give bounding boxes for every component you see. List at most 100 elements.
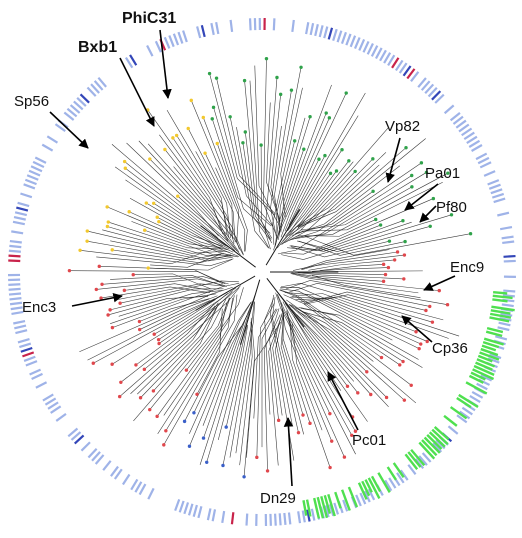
tip-dot <box>184 368 189 372</box>
branch <box>290 273 419 294</box>
tip-dot <box>431 196 436 201</box>
ring-tick <box>420 80 431 91</box>
ring-tick <box>66 107 78 118</box>
branch <box>304 233 471 256</box>
ring-tick-green <box>361 480 371 497</box>
tip-dot <box>446 171 450 175</box>
ring-tick <box>383 52 392 64</box>
branch <box>306 270 423 273</box>
ring-tick <box>310 508 316 521</box>
ring-tick <box>93 80 104 91</box>
ring-tick <box>8 254 21 258</box>
branch <box>125 168 240 256</box>
tip-dot <box>302 147 306 151</box>
tip-dot <box>164 429 168 433</box>
ring-tick-green <box>492 298 508 303</box>
branch <box>295 297 417 333</box>
ring-tick <box>70 431 82 441</box>
branch <box>69 270 226 285</box>
tip-dot <box>381 262 386 267</box>
ring-tick <box>20 192 33 199</box>
ring-tick <box>54 123 66 133</box>
ring-tick <box>458 123 470 133</box>
ring-tick <box>8 249 21 253</box>
ring-tick <box>427 86 438 98</box>
ring-tick <box>414 458 425 469</box>
ring-tick <box>471 390 484 399</box>
ring-tick <box>463 131 475 141</box>
tip-dot <box>430 320 435 324</box>
ring-tick <box>278 513 282 526</box>
tip-dot <box>186 126 190 131</box>
ring-tick <box>9 239 22 244</box>
branch <box>107 206 230 253</box>
branch <box>116 283 227 301</box>
tip-dot <box>78 248 82 253</box>
ring-tick-green <box>347 486 359 508</box>
ring-tick <box>182 30 188 43</box>
branch <box>159 134 244 255</box>
tip-dot <box>110 248 114 252</box>
ring-tick <box>431 90 442 101</box>
ring-tick <box>272 18 276 31</box>
ring-tick-green <box>426 434 443 450</box>
branch <box>110 240 233 262</box>
branch <box>277 294 356 432</box>
branch <box>283 294 412 386</box>
ring-tick <box>477 156 490 165</box>
ring-tick <box>73 434 85 445</box>
ring-tick <box>102 460 112 471</box>
ring-tick <box>432 442 443 453</box>
ring-tick <box>67 427 79 438</box>
tip-dot <box>379 355 384 360</box>
tip-dot <box>152 332 156 336</box>
ring-tick <box>192 504 198 517</box>
branch <box>280 288 393 341</box>
ring-tick-green <box>364 479 373 493</box>
tip-dot <box>334 169 339 173</box>
tip-dot <box>142 228 147 232</box>
branch <box>253 308 277 419</box>
ring-tick-green <box>456 397 472 409</box>
ring-tick <box>44 397 57 406</box>
tree-tip-dots <box>67 56 473 479</box>
ring-tick <box>336 30 343 43</box>
tip-dot <box>110 325 115 330</box>
tip-dot <box>201 115 205 120</box>
ring-tick <box>391 57 400 69</box>
tip-dot <box>437 288 441 293</box>
ring-tick <box>63 111 75 121</box>
branch <box>131 221 222 249</box>
ring-tick <box>12 220 25 226</box>
tip-dot <box>278 92 283 97</box>
ring-tick <box>443 104 455 115</box>
tip-dot <box>85 229 89 233</box>
tip-dot <box>207 71 212 76</box>
tip-dot <box>171 136 175 140</box>
ring-tick-green <box>367 477 381 500</box>
ring-tick <box>359 492 367 505</box>
label-arrows <box>49 29 456 487</box>
ring-tick <box>501 303 514 308</box>
branch <box>291 322 323 431</box>
branch <box>291 272 384 282</box>
tip-dot <box>162 443 166 447</box>
ring-tick <box>502 294 515 298</box>
tip-dot <box>210 117 214 121</box>
tip-dot <box>97 264 101 269</box>
branch <box>120 280 239 304</box>
branch <box>124 161 218 238</box>
tip-dot <box>374 217 378 222</box>
branch <box>295 307 374 362</box>
tip-dot <box>330 439 334 443</box>
tip-dot <box>137 319 142 324</box>
branch <box>301 251 398 270</box>
ring-tick-green <box>428 431 446 448</box>
tip-dot <box>401 359 405 364</box>
tip-dot <box>148 157 152 161</box>
ring-tick <box>502 240 515 245</box>
ring-tick-green <box>472 368 495 381</box>
tip-dot <box>255 455 259 460</box>
branch <box>287 149 343 232</box>
branch <box>297 147 407 227</box>
